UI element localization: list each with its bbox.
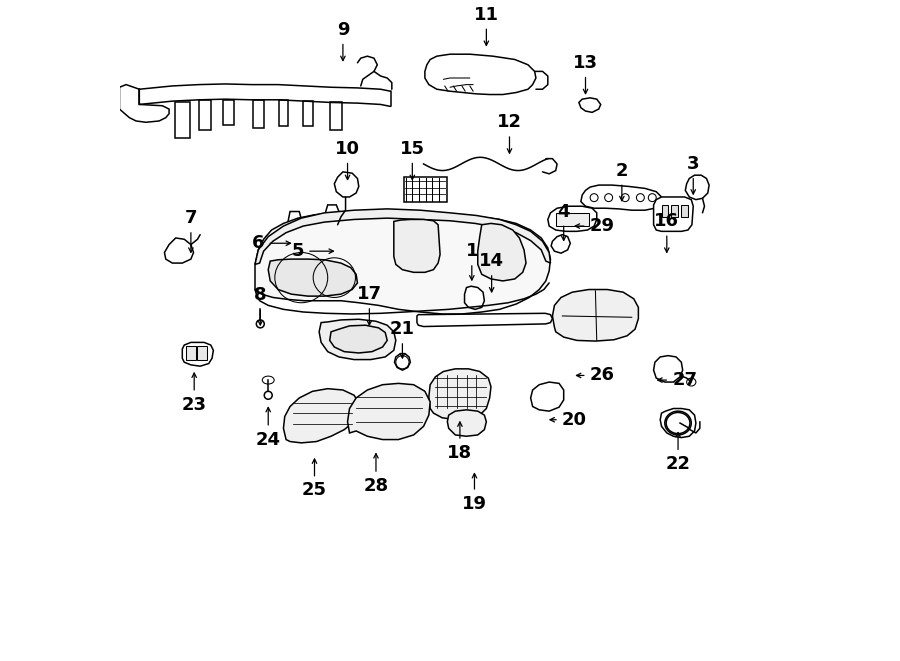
Text: 5: 5	[292, 242, 334, 260]
Text: 2: 2	[616, 161, 628, 201]
Text: 15: 15	[400, 139, 425, 180]
Polygon shape	[200, 100, 212, 130]
Polygon shape	[685, 175, 709, 200]
Polygon shape	[268, 259, 357, 296]
Bar	[404, 177, 446, 202]
Bar	[197, 346, 207, 360]
Text: 26: 26	[577, 366, 615, 385]
Text: 1: 1	[465, 242, 478, 280]
Text: 11: 11	[474, 5, 499, 46]
Bar	[662, 205, 668, 217]
Bar	[681, 205, 688, 217]
Polygon shape	[548, 206, 597, 231]
Text: 27: 27	[658, 371, 698, 389]
Bar	[556, 213, 589, 226]
Polygon shape	[330, 102, 342, 130]
Polygon shape	[329, 325, 387, 353]
Text: 23: 23	[182, 373, 207, 414]
Polygon shape	[425, 54, 536, 95]
Text: 21: 21	[390, 320, 415, 358]
Text: 19: 19	[462, 473, 487, 513]
Polygon shape	[279, 100, 288, 126]
Text: 17: 17	[357, 285, 382, 325]
Polygon shape	[320, 319, 396, 360]
Polygon shape	[394, 354, 410, 370]
Polygon shape	[255, 212, 551, 314]
Text: 29: 29	[575, 217, 615, 235]
Polygon shape	[653, 197, 693, 231]
Polygon shape	[287, 212, 303, 279]
Text: 9: 9	[337, 20, 349, 61]
Polygon shape	[255, 209, 551, 264]
Polygon shape	[464, 286, 484, 309]
Polygon shape	[531, 382, 563, 411]
Text: 3: 3	[687, 155, 699, 194]
Text: 7: 7	[184, 209, 197, 253]
Polygon shape	[165, 238, 194, 263]
Polygon shape	[428, 369, 491, 420]
Polygon shape	[334, 172, 359, 197]
Polygon shape	[579, 98, 600, 112]
Text: 13: 13	[573, 54, 598, 94]
Polygon shape	[478, 223, 526, 281]
Text: 4: 4	[557, 202, 570, 241]
Polygon shape	[253, 100, 264, 128]
Text: 24: 24	[256, 407, 281, 449]
Text: 10: 10	[335, 139, 360, 180]
Polygon shape	[175, 102, 190, 138]
Polygon shape	[394, 219, 440, 272]
Text: 8: 8	[254, 286, 266, 325]
Polygon shape	[661, 408, 696, 438]
Text: 18: 18	[447, 422, 473, 462]
Polygon shape	[653, 356, 683, 382]
Text: 16: 16	[654, 212, 680, 253]
Polygon shape	[553, 290, 638, 341]
Polygon shape	[347, 383, 430, 440]
Polygon shape	[223, 100, 234, 125]
Text: 20: 20	[550, 410, 587, 429]
Polygon shape	[417, 313, 553, 327]
Text: 22: 22	[665, 432, 690, 473]
Polygon shape	[324, 205, 342, 271]
Text: 25: 25	[302, 459, 327, 500]
Polygon shape	[120, 85, 169, 122]
Text: 12: 12	[497, 113, 522, 153]
Text: 28: 28	[364, 453, 389, 495]
Polygon shape	[551, 235, 571, 253]
Polygon shape	[302, 101, 313, 126]
Polygon shape	[580, 185, 662, 210]
Text: 14: 14	[479, 252, 504, 292]
Polygon shape	[447, 410, 486, 436]
Bar	[671, 205, 678, 217]
Bar	[185, 346, 195, 360]
Polygon shape	[183, 342, 213, 366]
Polygon shape	[284, 389, 359, 443]
Text: 6: 6	[252, 234, 291, 253]
